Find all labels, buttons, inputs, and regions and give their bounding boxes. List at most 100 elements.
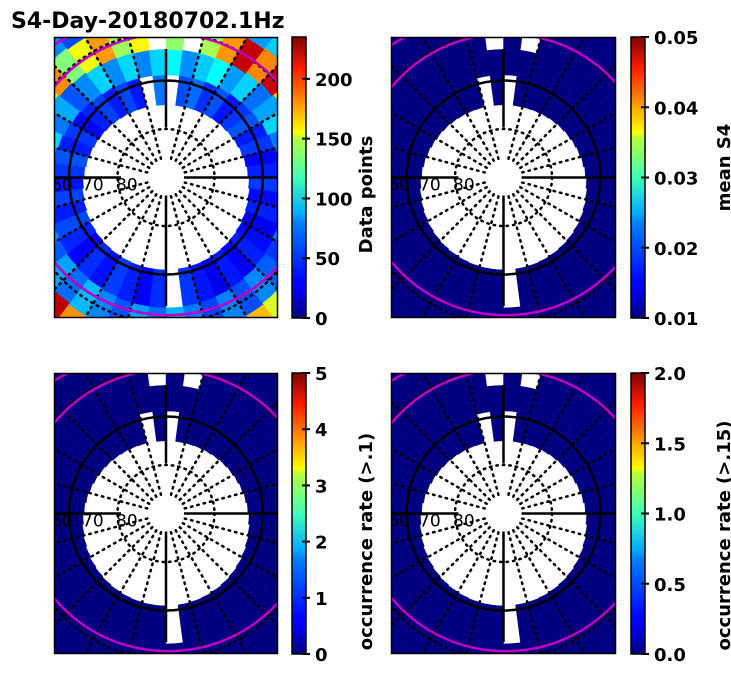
heatmap-cell: [10, 338, 48, 376]
heatmap-cell: [600, 0, 637, 25]
heatmap-cell: [0, 250, 2, 290]
heatmap-cell: [323, 514, 358, 538]
lat-label-70: 70: [82, 176, 104, 196]
heatmap-cell: [679, 399, 716, 436]
grid-spoke: [519, 521, 616, 580]
heatmap-cell: [54, 427, 59, 438]
grid-spoke: [515, 525, 616, 628]
grid-spoke: [54, 189, 154, 292]
grid-spoke: [178, 525, 278, 628]
grid-spoke: [420, 529, 496, 654]
heatmap-cell: [9, 429, 47, 461]
colorbar-tick-label: 2: [315, 533, 328, 554]
lat-label-60: 60: [51, 176, 73, 196]
grid-spoke: [181, 447, 278, 506]
colorbar-tick-label: 0.03: [654, 169, 698, 190]
heatmap-cell: [324, 376, 362, 414]
colorbar-label: mean S4: [714, 124, 731, 212]
heatmap-cell: [128, 37, 150, 54]
grid-spoke: [54, 399, 154, 502]
heatmap-cell: [84, 652, 88, 654]
heatmap-cell: [525, 671, 556, 674]
grid-spoke: [520, 146, 616, 174]
heatmap-cell: [347, 2, 385, 40]
heatmap-cell: [338, 255, 381, 294]
lat-label-60: 60: [51, 512, 73, 532]
heatmap-cell: [22, 495, 52, 514]
grid-spoke: [181, 111, 278, 170]
heatmap-cell: [0, 654, 3, 674]
heatmap-cell: [581, 316, 585, 318]
grid-spoke: [420, 37, 496, 162]
grid-spoke: [464, 530, 500, 654]
colorbar-tick-label: 5: [315, 364, 328, 385]
heatmap-cell: [545, 331, 576, 367]
grid-spoke: [391, 63, 492, 166]
heatmap-cell: [391, 286, 393, 291]
heatmap-cell: [0, 490, 23, 513]
grid-spoke: [127, 530, 163, 654]
heatmap-cell: [242, 373, 248, 376]
heatmap-cell: [422, 316, 426, 318]
heatmap-cell: [54, 147, 57, 160]
heatmap-cell: [0, 392, 33, 430]
grid-spoke: [391, 111, 488, 170]
axes-frame: [390, 36, 617, 319]
lat-label-80: 80: [116, 176, 138, 196]
grid-spoke: [520, 482, 616, 510]
heatmap-cell: [329, 654, 374, 674]
heatmap-cell: [524, 327, 552, 361]
heatmap-cell: [187, 671, 218, 674]
heatmap-cell: [90, 663, 125, 674]
heatmap-cell: [10, 375, 49, 413]
grid-spoke: [391, 517, 487, 545]
heatmap-cell: [54, 623, 56, 626]
heatmap-cell: [0, 236, 33, 272]
heatmap-cell: [698, 263, 731, 305]
heatmap-cell: [455, 0, 483, 25]
grid-spoke: [174, 529, 249, 654]
heatmap-cell: [0, 553, 26, 585]
heatmap-cell: [306, 553, 346, 585]
figure-title: S4-Day-20180702.1Hz: [11, 9, 285, 34]
grid-spoke: [174, 373, 249, 498]
lat-label-80: 80: [453, 512, 475, 532]
grid-spoke: [511, 193, 587, 318]
heatmap-cell: [0, 40, 8, 78]
grid-spoke: [83, 373, 158, 498]
grid-spoke: [54, 447, 151, 506]
heatmap-cell: [647, 533, 685, 561]
heatmap-cell: [452, 671, 483, 674]
colorbar-tick-label: 0: [315, 645, 328, 666]
grid-spoke: [183, 181, 278, 209]
heatmap-cell: [0, 376, 8, 414]
grid-spoke: [181, 185, 278, 244]
grid-spoke: [464, 37, 500, 161]
heatmap-cell: [545, 327, 580, 370]
heatmap-cell: [391, 90, 397, 102]
heatmap-cell: [0, 572, 33, 608]
grid-spoke: [178, 189, 278, 292]
heatmap-cell: [329, 318, 374, 363]
grid-spoke: [519, 111, 616, 170]
heatmap-cell: [165, 373, 185, 387]
heatmap-cell: [0, 435, 7, 469]
heatmap-cell: [305, 20, 343, 58]
plot-area: 60 70 80: [323, 327, 716, 674]
panel-occurrence-rate-0.15: 60 70 80 0.0 0.5 1.0 1.5 2.0 occurrence rate (>.…: [323, 327, 731, 674]
heatmap-cell: [641, 468, 677, 495]
grid-spoke: [54, 517, 149, 545]
heatmap-cell: [422, 37, 428, 40]
heatmap-cell: [0, 295, 29, 340]
grid-spoke: [178, 63, 278, 166]
grid-spoke: [54, 146, 149, 174]
heatmap-cell: [602, 373, 616, 396]
heatmap-cell: [504, 0, 529, 21]
grid-spoke: [127, 194, 163, 318]
grid-spoke: [520, 181, 616, 209]
lat-label-60: 60: [388, 512, 410, 532]
plot-area: 60 70 80: [0, 20, 374, 363]
colorbar-tick-label: 100: [315, 189, 353, 210]
heatmap-cell: [0, 154, 23, 177]
heatmap-cell: [326, 356, 364, 394]
